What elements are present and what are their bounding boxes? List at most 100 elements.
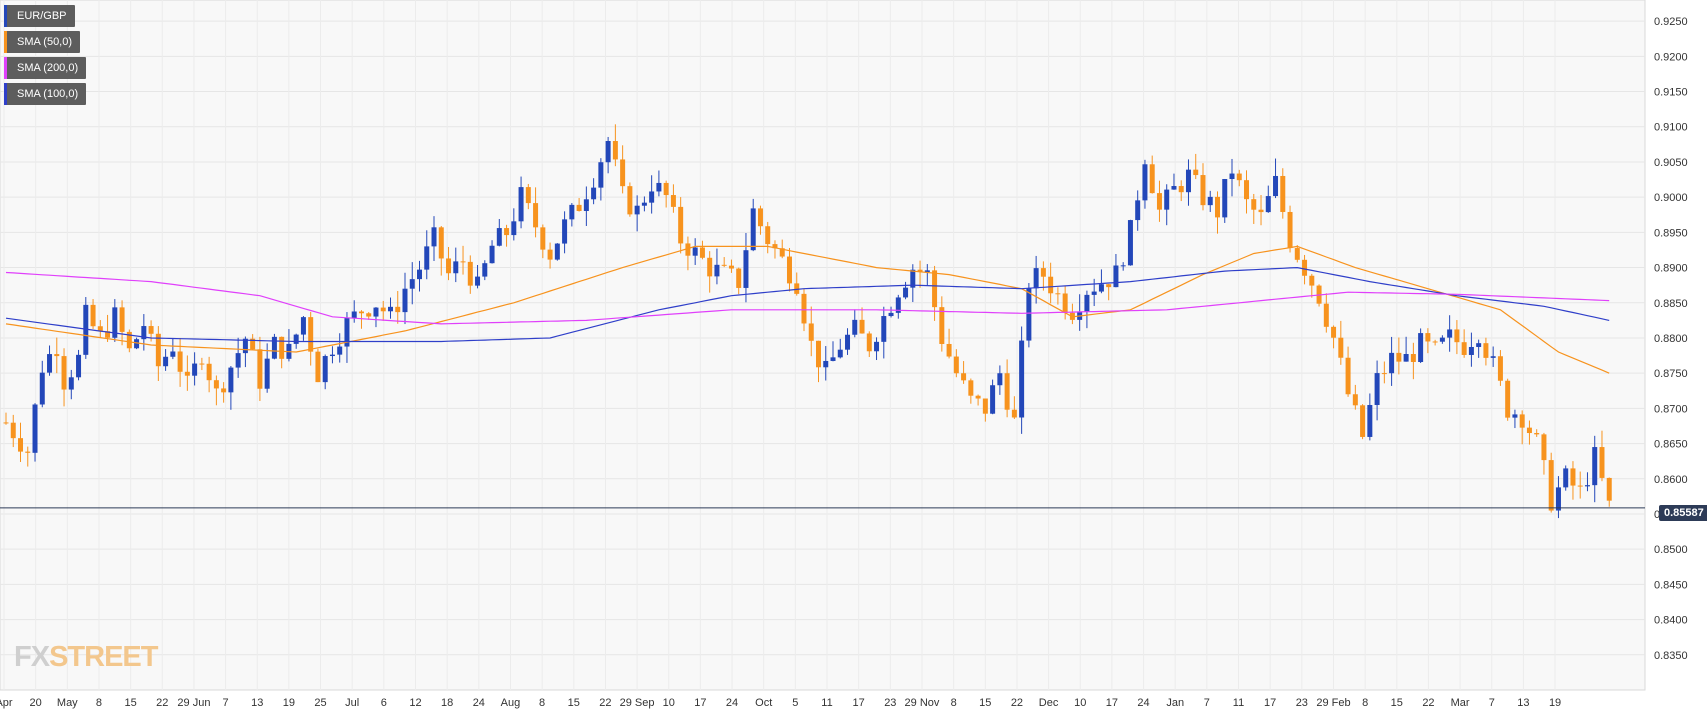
candle: [395, 291, 401, 324]
candle-body: [1497, 356, 1503, 381]
candle-body: [18, 438, 24, 452]
candle: [1338, 320, 1344, 365]
candle-body: [1120, 265, 1126, 267]
y-tick-label: 0.8700: [1654, 403, 1688, 415]
candle: [837, 338, 843, 359]
candle: [1019, 326, 1025, 434]
candle-body: [271, 336, 277, 359]
candle-body: [1512, 414, 1518, 418]
candle-body: [402, 288, 408, 313]
candle-body: [460, 261, 466, 263]
candle-body: [997, 373, 1003, 386]
candle: [460, 245, 466, 275]
candle: [1287, 205, 1293, 253]
candle-body: [1381, 373, 1387, 375]
candle-body: [163, 356, 169, 367]
candle-body: [141, 326, 147, 340]
candle-body: [1360, 405, 1366, 437]
candle: [1483, 337, 1489, 366]
candle-body: [801, 293, 807, 324]
candle-body: [1505, 380, 1511, 418]
candle-body: [279, 336, 285, 359]
legend-item-eurgbp[interactable]: EUR/GBP: [4, 5, 75, 27]
candle: [946, 328, 952, 359]
candle-body: [1033, 268, 1039, 289]
candle-body: [1461, 342, 1467, 355]
candle: [1026, 283, 1032, 348]
candle-body: [1258, 209, 1264, 213]
candle-body: [511, 221, 517, 236]
candle-body: [525, 187, 531, 204]
candle: [170, 338, 176, 360]
candle-body: [1403, 354, 1409, 362]
candle: [1193, 153, 1199, 180]
candle: [1185, 159, 1191, 206]
candle: [888, 306, 894, 318]
candle: [656, 170, 662, 197]
x-axis: Apr 20 May 8 15 22 29 Jun 7 13 19 25 Jul 6 12 18 24 Aug 8…: [0, 697, 1561, 709]
x-tick-label: 7: [1489, 697, 1495, 709]
candle-body: [358, 311, 364, 314]
y-tick-label: 0.9050: [1654, 157, 1688, 169]
candle-body: [90, 304, 96, 327]
candle: [1273, 158, 1279, 199]
candle: [1280, 168, 1286, 219]
x-tick-label: 17: [853, 697, 865, 709]
candle: [446, 246, 452, 281]
x-tick-label: 8: [96, 697, 102, 709]
legend-item-sma-100[interactable]: SMA (100,0): [4, 83, 87, 105]
legend-item-sma-200[interactable]: SMA (200,0): [4, 57, 87, 79]
candle: [1040, 261, 1046, 291]
candle: [242, 336, 248, 368]
candle: [1418, 328, 1424, 364]
candle-body: [1418, 333, 1424, 363]
x-tick-label: 13: [251, 697, 263, 709]
sma-line: [5, 271, 1610, 325]
candle: [663, 180, 669, 208]
candle-body: [148, 326, 154, 334]
candle: [489, 240, 495, 264]
candle: [1323, 293, 1329, 333]
candle: [163, 349, 169, 371]
candle: [917, 260, 923, 288]
candle-body: [1548, 460, 1554, 511]
candle-body: [155, 333, 161, 367]
candle: [1403, 336, 1409, 362]
candle-body: [119, 307, 125, 332]
sma-lines: [5, 245, 1610, 374]
candle-body: [895, 297, 901, 313]
x-tick-label: 11: [1233, 697, 1244, 709]
legend-item-sma-50[interactable]: SMA (50,0): [4, 31, 81, 53]
candle-body: [308, 317, 314, 352]
candle: [772, 240, 778, 259]
candle-body: [1149, 164, 1155, 194]
candle-body: [1432, 341, 1438, 343]
x-tick-label: 7: [1204, 697, 1210, 709]
candle-body: [961, 373, 967, 381]
candle-body: [1287, 211, 1293, 249]
candle-body: [808, 323, 814, 341]
candle: [961, 361, 967, 384]
candle: [1200, 163, 1206, 211]
candle: [18, 422, 24, 462]
candle-body: [192, 363, 198, 376]
candle: [649, 175, 655, 214]
candle: [1011, 396, 1017, 419]
candle-body: [199, 363, 205, 365]
candle-body: [1439, 337, 1445, 342]
candle: [155, 326, 161, 381]
candle-body: [1294, 248, 1300, 260]
y-tick-label: 0.8650: [1654, 439, 1688, 451]
candle: [1294, 245, 1300, 263]
candle: [1309, 273, 1315, 298]
candle-body: [54, 354, 60, 357]
candle-body: [177, 351, 183, 372]
candle: [990, 379, 996, 415]
candle-body: [975, 395, 981, 399]
candle: [424, 230, 430, 280]
candle: [271, 333, 277, 360]
candle-body: [1040, 268, 1046, 277]
candle: [1258, 195, 1264, 226]
y-tick-label: 0.8500: [1654, 544, 1688, 556]
candle-body: [1454, 329, 1460, 343]
